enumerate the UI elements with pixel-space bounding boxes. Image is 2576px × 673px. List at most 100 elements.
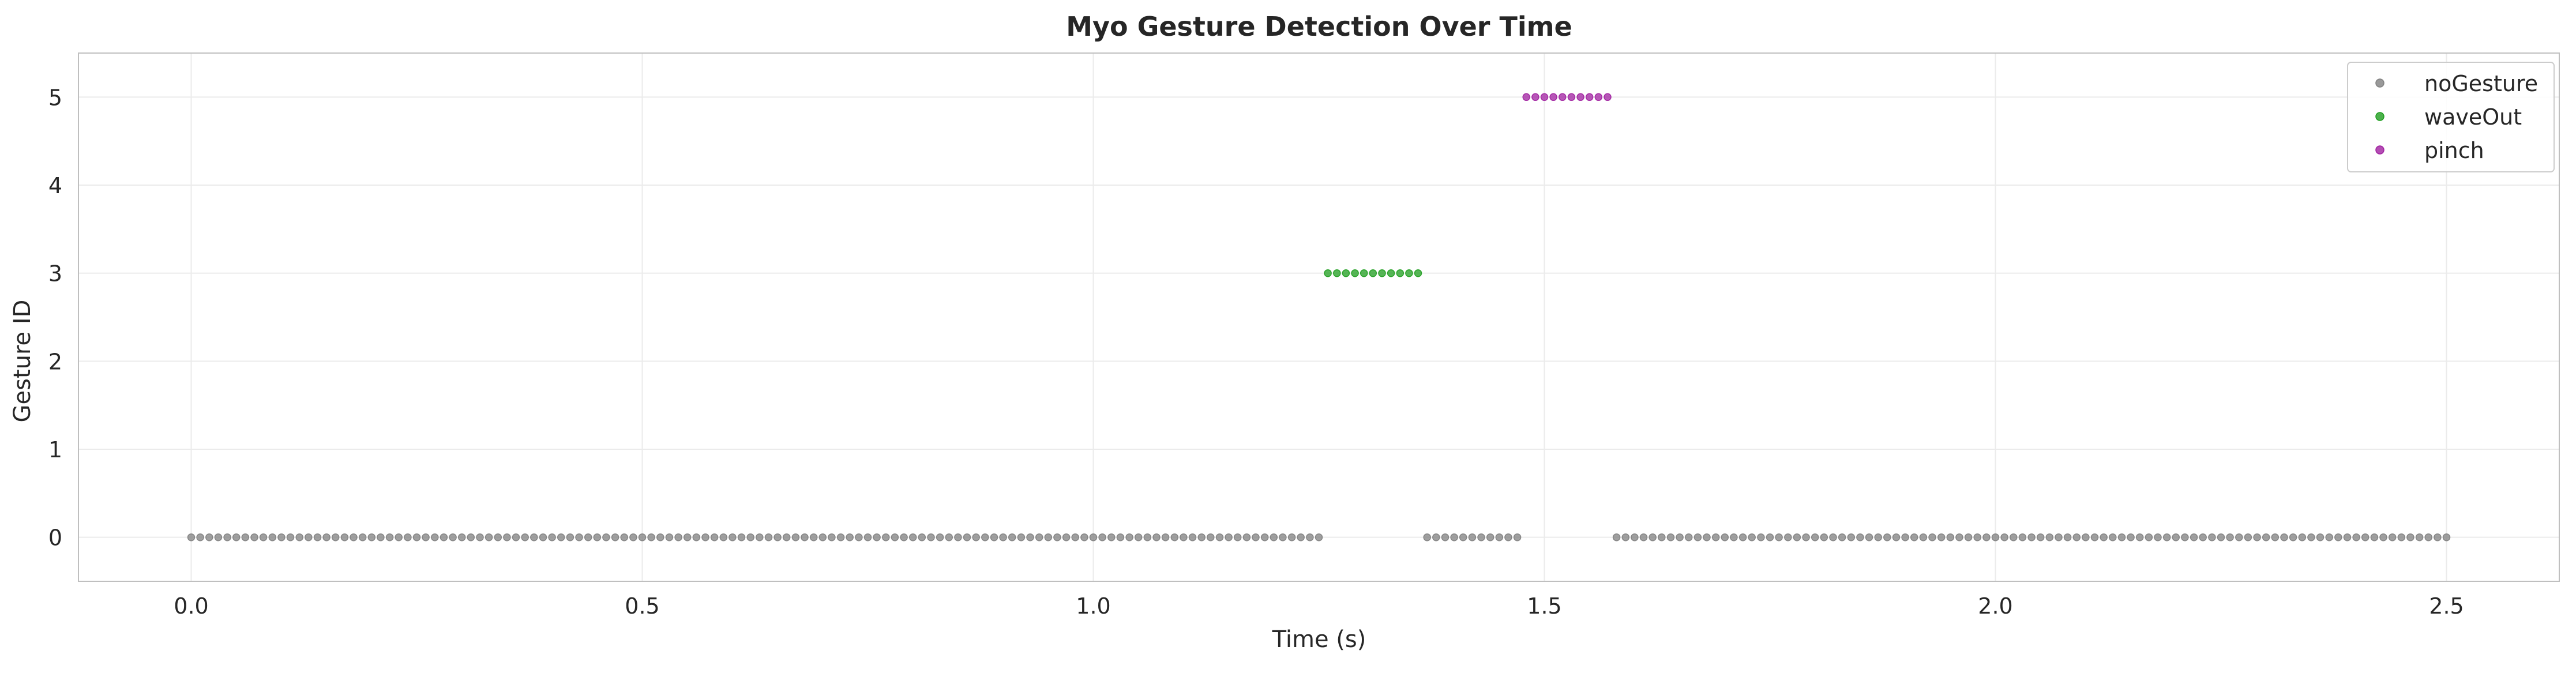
data-point bbox=[1252, 533, 1260, 542]
data-point bbox=[846, 533, 854, 542]
data-point bbox=[1757, 533, 1765, 542]
data-point bbox=[1360, 269, 1368, 277]
data-point bbox=[1559, 93, 1567, 101]
data-point bbox=[782, 533, 791, 542]
data-point bbox=[1820, 533, 1828, 542]
data-point bbox=[2280, 533, 2288, 542]
data-point bbox=[1315, 533, 1323, 542]
data-point bbox=[737, 533, 746, 542]
data-point bbox=[900, 533, 908, 542]
data-point bbox=[656, 533, 664, 542]
data-point bbox=[2027, 533, 2036, 542]
data-point bbox=[476, 533, 484, 542]
data-point bbox=[412, 533, 421, 542]
data-point bbox=[340, 533, 349, 542]
data-point bbox=[1829, 533, 1837, 542]
data-point bbox=[187, 533, 196, 542]
data-point bbox=[313, 533, 322, 542]
data-point bbox=[1017, 533, 1026, 542]
data-point bbox=[918, 533, 926, 542]
data-point bbox=[2442, 533, 2451, 542]
data-point bbox=[638, 533, 647, 542]
data-point bbox=[1008, 533, 1016, 542]
data-point bbox=[1369, 269, 1377, 277]
data-point bbox=[322, 533, 331, 542]
legend-marker-pinch bbox=[2375, 145, 2385, 155]
data-point bbox=[431, 533, 439, 542]
data-point bbox=[1125, 533, 1133, 542]
data-point bbox=[801, 533, 809, 542]
data-point bbox=[1937, 533, 1946, 542]
data-point bbox=[1486, 533, 1494, 542]
data-point bbox=[818, 533, 827, 542]
data-point bbox=[2135, 533, 2144, 542]
data-point bbox=[2072, 533, 2081, 542]
data-point bbox=[972, 533, 980, 542]
data-point bbox=[223, 533, 231, 542]
data-point bbox=[1540, 93, 1549, 101]
grid-layer bbox=[78, 53, 2559, 581]
data-point bbox=[196, 533, 204, 542]
data-point bbox=[1324, 269, 1332, 277]
data-point bbox=[1775, 533, 1783, 542]
x-tick-label: 1.5 bbox=[1527, 593, 1561, 619]
data-point bbox=[683, 533, 692, 542]
data-point bbox=[2352, 533, 2360, 542]
data-point bbox=[2361, 533, 2370, 542]
data-point bbox=[791, 533, 800, 542]
data-point bbox=[1080, 533, 1088, 542]
data-point bbox=[1504, 533, 1512, 542]
data-point bbox=[756, 533, 764, 542]
data-point bbox=[692, 533, 701, 542]
data-point bbox=[2082, 533, 2090, 542]
data-point bbox=[377, 533, 385, 542]
data-point bbox=[611, 533, 619, 542]
data-point bbox=[1215, 533, 1224, 542]
data-point bbox=[1811, 533, 1819, 542]
chart-title: Myo Gesture Detection Over Time bbox=[1066, 11, 1572, 42]
data-point bbox=[2316, 533, 2325, 542]
data-point bbox=[2325, 533, 2333, 542]
data-point bbox=[2379, 533, 2387, 542]
data-point bbox=[277, 533, 286, 542]
x-tick-label: 2.5 bbox=[2429, 593, 2464, 619]
data-point bbox=[1847, 533, 1856, 542]
data-point bbox=[1955, 533, 1963, 542]
x-tick-label: 0.0 bbox=[174, 593, 208, 619]
series-waveOut bbox=[1324, 269, 1422, 277]
data-point bbox=[1098, 533, 1106, 542]
data-point bbox=[1044, 533, 1053, 542]
data-point bbox=[1152, 533, 1161, 542]
data-point bbox=[1035, 533, 1043, 542]
plot-frame bbox=[78, 52, 2560, 582]
data-point bbox=[602, 533, 610, 542]
y-tick-label: 4 bbox=[48, 173, 62, 198]
data-point bbox=[367, 533, 376, 542]
data-point bbox=[2090, 533, 2099, 542]
legend-marker-noGesture bbox=[2375, 78, 2385, 88]
data-point bbox=[1306, 533, 1314, 542]
data-point bbox=[1351, 269, 1359, 277]
y-tick-label: 3 bbox=[48, 261, 62, 287]
data-point bbox=[2154, 533, 2162, 542]
data-point bbox=[350, 533, 358, 542]
data-point bbox=[945, 533, 953, 542]
data-point bbox=[2018, 533, 2027, 542]
data-point bbox=[719, 533, 728, 542]
data-point bbox=[295, 533, 303, 542]
data-point bbox=[1242, 533, 1251, 542]
data-point bbox=[404, 533, 412, 542]
data-point bbox=[1676, 533, 1684, 542]
data-point bbox=[629, 533, 637, 542]
data-point bbox=[1495, 533, 1504, 542]
data-point bbox=[855, 533, 863, 542]
data-point bbox=[1639, 533, 1648, 542]
data-point bbox=[1432, 533, 1440, 542]
data-point bbox=[2217, 533, 2225, 542]
data-point bbox=[422, 533, 430, 542]
data-point bbox=[1730, 533, 1738, 542]
data-point bbox=[1549, 93, 1557, 101]
data-point bbox=[1287, 533, 1296, 542]
